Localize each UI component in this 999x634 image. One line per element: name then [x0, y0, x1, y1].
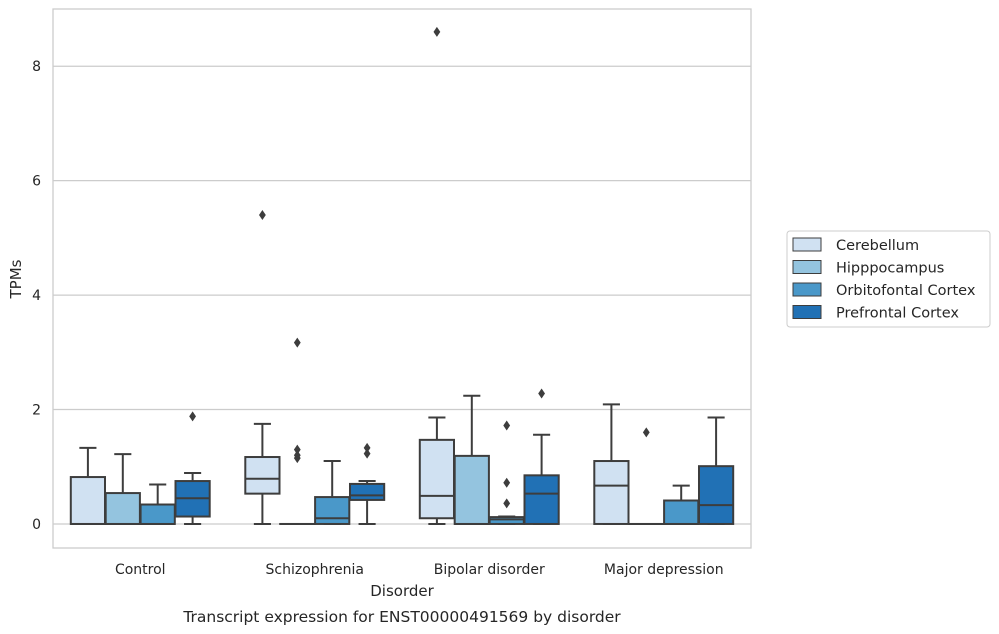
outlier-point — [433, 26, 441, 37]
outlier-point — [642, 427, 650, 438]
box — [69, 446, 107, 525]
x-tick-label: Bipolar disorder — [434, 562, 545, 578]
outlier-point — [293, 450, 301, 461]
outlier-point — [538, 388, 545, 399]
box-body — [523, 474, 560, 525]
box — [104, 453, 141, 525]
x-tick-label: Major depression — [604, 562, 724, 578]
outlier-point — [503, 498, 511, 509]
box — [139, 483, 176, 525]
x-tick-label: Control — [115, 562, 166, 578]
box — [593, 403, 630, 525]
x-tick-labels: Control Schizophrenia Bipolar disorder Majo… — [115, 562, 724, 578]
plot-frame — [52, 8, 752, 549]
y-tick-label: 4 — [32, 288, 41, 304]
chart-caption: Transcript expression for ENST0000049156… — [182, 608, 621, 626]
box — [244, 209, 281, 525]
box — [418, 26, 456, 525]
outlier-point — [259, 209, 266, 220]
box-body — [104, 492, 141, 525]
x-axis-label: Disorder — [370, 582, 434, 600]
box-body — [348, 482, 386, 501]
outlier-point — [293, 337, 301, 348]
y-axis-label: TPMs — [7, 259, 25, 299]
box-groups — [69, 26, 735, 525]
legend-frame — [786, 230, 991, 328]
y-tick-label: 2 — [32, 403, 41, 419]
box — [174, 411, 211, 525]
legend-label: Hipppocampus — [836, 261, 944, 277]
box-body — [69, 476, 107, 525]
box — [279, 337, 316, 525]
outlier-point — [189, 411, 196, 422]
legend: Cerebellum Hipppocampus Orbitofontal Corte… — [786, 230, 991, 328]
y-tick-label: 0 — [32, 517, 41, 533]
box-body — [593, 460, 630, 525]
y-tick-labels: 0 2 4 6 8 — [32, 59, 41, 533]
box-body — [697, 465, 735, 525]
box-body — [244, 456, 281, 495]
box-group — [244, 209, 386, 525]
box — [697, 416, 735, 525]
y-tick-label: 8 — [32, 59, 41, 75]
legend-label: Orbitofontal Cortex — [836, 283, 976, 299]
outlier-point — [293, 444, 301, 455]
box — [523, 388, 560, 525]
box-group — [593, 403, 735, 525]
box-body — [663, 499, 700, 525]
box — [628, 427, 665, 525]
box — [453, 394, 490, 525]
legend-swatch — [792, 305, 822, 319]
legend-label: Prefrontal Cortex — [836, 306, 959, 322]
legend-swatch — [792, 260, 822, 274]
y-tick-label: 6 — [32, 174, 41, 190]
box — [348, 442, 386, 525]
outlier-point — [363, 442, 371, 453]
y-gridlines — [53, 65, 751, 525]
x-tick-label: Schizophrenia — [266, 562, 364, 578]
legend-swatch — [792, 282, 822, 297]
outlier-point — [503, 420, 511, 431]
outlier-point — [363, 448, 371, 459]
box-body — [139, 503, 176, 525]
legend-label: Cerebellum — [836, 238, 919, 254]
box-body — [418, 438, 456, 520]
box-body — [488, 516, 525, 525]
legend-swatch — [792, 237, 822, 252]
outlier-point — [503, 477, 511, 488]
box — [663, 484, 700, 525]
box — [314, 460, 351, 525]
box — [488, 420, 525, 525]
box-group — [69, 411, 211, 525]
box-body — [453, 454, 490, 525]
box-body — [314, 496, 351, 525]
box-group — [418, 26, 560, 525]
